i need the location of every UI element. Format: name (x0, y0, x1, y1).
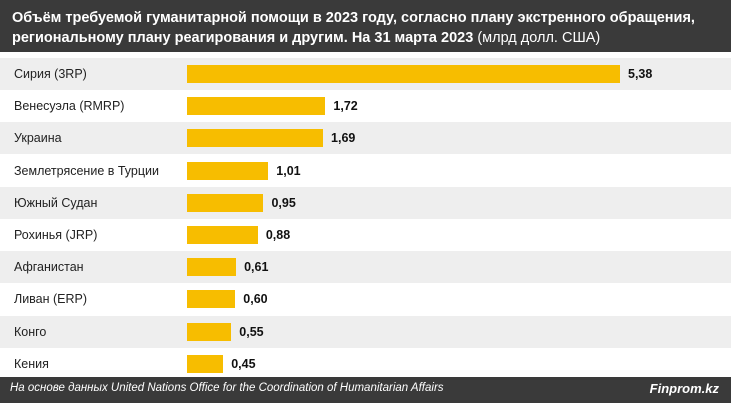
category-label: Кения (14, 356, 49, 371)
row-band (0, 251, 731, 284)
chart-unit: (млрд долл. США) (477, 30, 601, 46)
value-label: 1,01 (276, 163, 301, 178)
chart-footer: На основе данных United Nations Office f… (0, 377, 731, 403)
bar (187, 354, 224, 373)
bar (187, 258, 237, 277)
bar (187, 290, 236, 309)
category-label: Украина (14, 131, 62, 146)
value-label: 5,38 (628, 67, 653, 81)
bar (187, 129, 324, 148)
value-label: 1,72 (333, 99, 358, 114)
chart-title: Объём требуемой гуманитарной помощи в 20… (12, 10, 695, 46)
category-label: Венесуэла (RMRP) (14, 99, 125, 114)
value-label: 0,95 (271, 195, 296, 210)
source-note: На основе данных United Nations Office f… (10, 382, 444, 394)
chart-header: Объём требуемой гуманитарной помощи в 20… (0, 0, 731, 52)
value-label: 0,61 (244, 260, 269, 275)
value-label: 0,60 (243, 292, 268, 307)
category-label: Конго (14, 324, 47, 339)
bar (187, 97, 326, 116)
category-label: Афганистан (14, 260, 84, 275)
row-band (0, 122, 731, 155)
bar (187, 65, 620, 83)
category-label: Южный Судан (14, 195, 98, 210)
bar (187, 161, 269, 180)
bar (187, 322, 232, 341)
category-label: Землетрясение в Турции (14, 163, 159, 178)
bar (187, 193, 264, 212)
chart-plot-area: Сирия (3RP) 5,38 Венесуэла (RMRP) 1,72 Украи… (0, 52, 731, 377)
row-band (0, 315, 731, 348)
value-label: 0,88 (265, 228, 291, 242)
value-label: 1,69 (331, 131, 356, 146)
bar (187, 226, 258, 244)
category-label: Сирия (3RP) (14, 67, 87, 81)
value-label: 0,45 (231, 356, 256, 371)
row-band (0, 186, 731, 219)
category-label: Ливан (ERP) (14, 292, 88, 307)
value-label: 0,55 (239, 324, 264, 339)
category-label: Рохинья (JRP) (14, 228, 98, 242)
brand-logo-text: Finprom.kz (649, 381, 719, 396)
